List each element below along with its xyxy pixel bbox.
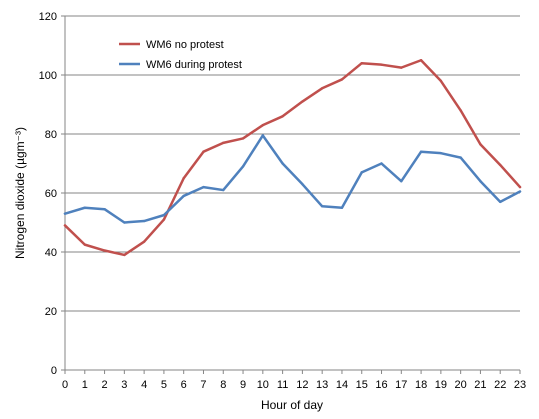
data-point-wm6-during-protest-8 (222, 188, 225, 192)
data-point-wm6-no-protest-13 (320, 87, 324, 90)
y-tick-label-0: 0 (51, 365, 57, 377)
x-tick-label-14: 14 (336, 379, 348, 391)
data-point-wm6-no-protest-19 (439, 79, 443, 83)
data-point-wm6-during-protest-18 (419, 150, 423, 153)
x-tick-label-16: 16 (375, 379, 387, 391)
data-point-wm6-during-protest-23 (518, 190, 522, 193)
y-tick-label-120: 120 (39, 11, 57, 23)
data-point-wm6-during-protest-22 (499, 200, 502, 204)
y-axis-title: Nitrogen dioxide (µgm⁻³) (13, 127, 27, 259)
data-point-wm6-during-protest-11 (281, 162, 284, 165)
x-tick-label-21: 21 (474, 379, 486, 391)
data-point-wm6-during-protest-19 (439, 151, 443, 155)
data-point-wm6-no-protest-8 (222, 141, 225, 145)
x-tick-label-4: 4 (141, 379, 147, 391)
data-point-wm6-no-protest-1 (83, 243, 86, 246)
x-tick-label-9: 9 (240, 379, 246, 391)
x-tick-label-18: 18 (415, 379, 427, 391)
data-point-wm6-during-protest-12 (301, 182, 304, 186)
data-point-wm6-no-protest-10 (261, 123, 265, 127)
data-point-wm6-during-protest-21 (479, 180, 482, 183)
data-points (63, 59, 522, 257)
x-tick-label-1: 1 (82, 379, 88, 391)
x-tick-label-7: 7 (200, 379, 206, 391)
data-point-wm6-no-protest-9 (241, 137, 245, 140)
x-tick-label-19: 19 (435, 379, 447, 391)
data-point-wm6-during-protest-16 (380, 162, 383, 165)
series-line-wm6-during-protest (63, 134, 522, 224)
data-point-wm6-during-protest-2 (103, 208, 106, 211)
x-tick-label-2: 2 (102, 379, 108, 391)
data-point-wm6-during-protest-9 (241, 165, 245, 168)
data-point-wm6-during-protest-1 (83, 206, 86, 209)
data-point-wm6-during-protest-10 (261, 134, 265, 137)
data-point-wm6-no-protest-0 (63, 224, 67, 227)
series-lines (63, 59, 522, 257)
data-point-wm6-during-protest-17 (400, 180, 403, 183)
data-point-wm6-during-protest-7 (202, 185, 205, 189)
data-point-wm6-no-protest-14 (340, 78, 344, 81)
data-point-wm6-no-protest-17 (400, 66, 403, 69)
data-point-wm6-during-protest-3 (123, 221, 126, 224)
y-tick-label-40: 40 (45, 247, 57, 259)
data-point-wm6-no-protest-7 (202, 150, 205, 153)
x-axis-title: Hour of day (261, 398, 323, 412)
data-point-wm6-during-protest-4 (142, 219, 146, 223)
data-point-wm6-no-protest-5 (162, 218, 166, 221)
x-tick-label-17: 17 (395, 379, 407, 391)
data-point-wm6-no-protest-20 (459, 109, 462, 112)
data-point-wm6-during-protest-6 (182, 194, 185, 198)
x-tick-label-23: 23 (514, 379, 526, 391)
data-point-wm6-no-protest-16 (380, 63, 383, 66)
y-tick-label-20: 20 (45, 306, 57, 318)
data-point-wm6-no-protest-3 (123, 253, 126, 257)
gridlines (65, 15, 520, 312)
x-tick-label-3: 3 (121, 379, 127, 391)
data-point-wm6-no-protest-22 (499, 163, 502, 167)
data-point-wm6-no-protest-23 (518, 185, 522, 189)
data-point-wm6-no-protest-21 (479, 143, 482, 146)
data-point-wm6-no-protest-2 (103, 249, 106, 252)
data-point-wm6-no-protest-12 (301, 100, 304, 103)
data-point-wm6-no-protest-18 (419, 59, 423, 62)
x-tick-label-20: 20 (455, 379, 467, 391)
data-point-wm6-no-protest-4 (142, 240, 146, 243)
data-point-wm6-no-protest-15 (360, 62, 363, 65)
series-line-wm6-no-protest (63, 59, 522, 257)
x-tick-label-5: 5 (161, 379, 167, 391)
legend: WM6 no protest WM6 during protest (119, 39, 242, 71)
x-tick-label-6: 6 (181, 379, 187, 391)
data-point-wm6-no-protest-6 (182, 177, 185, 180)
data-point-wm6-during-protest-0 (63, 212, 67, 215)
x-tick-label-15: 15 (356, 379, 368, 391)
data-point-wm6-during-protest-13 (320, 205, 324, 208)
data-point-wm6-during-protest-14 (340, 206, 344, 209)
x-tick-label-10: 10 (257, 379, 269, 391)
y-tick-label-100: 100 (39, 70, 57, 82)
data-point-wm6-no-protest-11 (281, 115, 284, 118)
x-tick-label-12: 12 (296, 379, 308, 391)
y-tick-label-60: 60 (45, 188, 57, 200)
data-point-wm6-during-protest-15 (360, 171, 363, 174)
data-point-wm6-during-protest-5 (162, 213, 166, 217)
data-point-wm6-during-protest-20 (459, 156, 462, 159)
x-tick-label-22: 22 (494, 379, 506, 391)
x-tick-label-8: 8 (220, 379, 226, 391)
legend-label-during-protest: WM6 during protest (146, 59, 242, 71)
legend-label-no-protest: WM6 no protest (146, 39, 224, 51)
y-tick-label-80: 80 (45, 129, 57, 141)
x-tick-label-13: 13 (316, 379, 328, 391)
x-tick-label-0: 0 (62, 379, 68, 391)
x-tick-label-11: 11 (277, 379, 288, 391)
